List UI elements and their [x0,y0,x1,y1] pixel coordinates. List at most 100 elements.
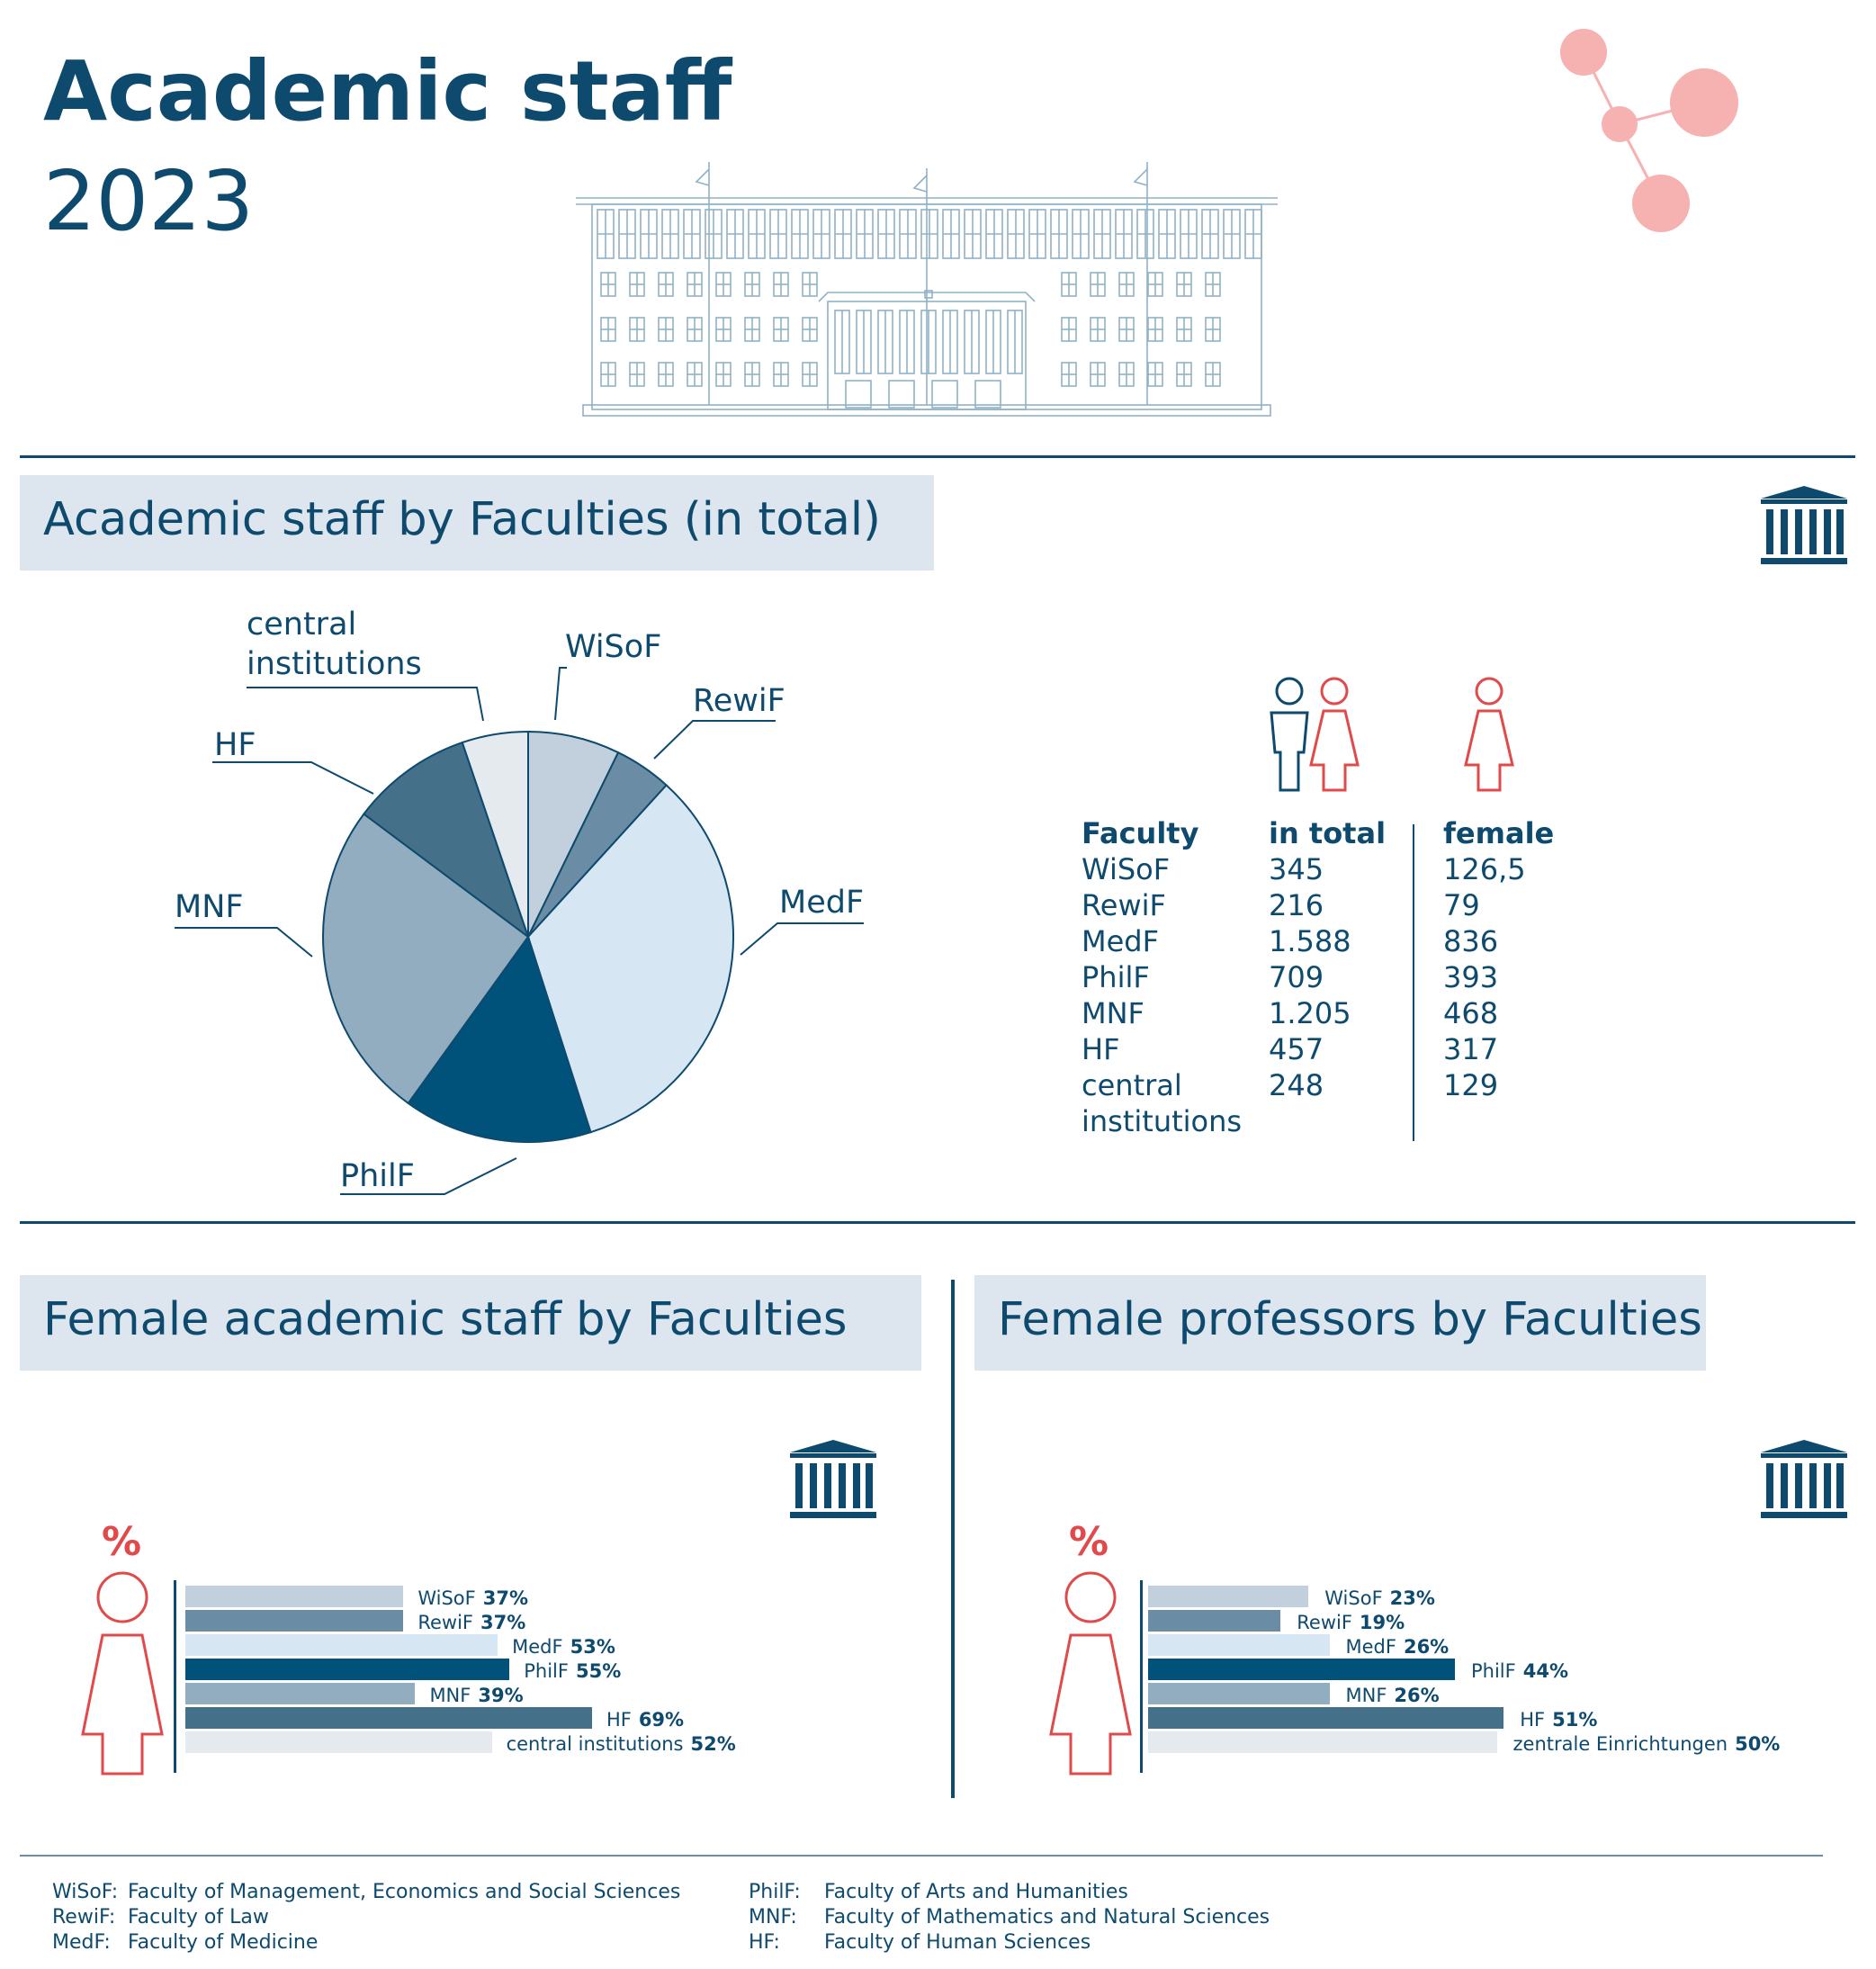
table-header: Faculty [1082,816,1199,850]
bar-medf [185,1634,498,1656]
bar-category-label: MedF [1345,1636,1396,1658]
pie-label-hf: HF [214,727,256,763]
table-cell: 393 [1443,960,1499,994]
bar-zentrale-einrichtungen [1148,1731,1497,1753]
bar-rewif [185,1610,404,1632]
bar-value-label: 50% [1735,1733,1781,1755]
bar-mnf [1148,1683,1330,1704]
table-divider [1413,824,1414,1141]
legend-right: PhilF: Faculty of Arts and Humanities MNF… [749,1880,1270,1956]
table-col-faculty: Faculty WiSoF RewiF MedF PhilF MNF HF ce… [1082,815,1261,1139]
table-cell: 129 [1443,1068,1499,1102]
bar-philf [1148,1659,1455,1680]
bar-category-label: PhilF [1471,1660,1516,1682]
legend-item: MedF: Faculty of Medicine [52,1931,319,1954]
bar-value-label: 39% [478,1685,524,1706]
bar-category-label: MedF [512,1636,563,1658]
bar-value-label: 37% [480,1612,526,1633]
bar-label: RewiF 37% [417,1612,525,1633]
bar-category-label: WiSoF [417,1587,476,1609]
table-col-female: female 126,5 79 836 393 468 317 129 [1443,815,1554,1103]
bar-category-label: central institutions [506,1733,684,1755]
bar-label: zentrale Einrichtungen 50% [1513,1733,1781,1755]
legend-item: HF: Faculty of Human Sciences [749,1931,1091,1954]
building-outline [576,162,1278,417]
pie-slice-hf [363,741,530,940]
bar-category-label: RewiF [417,1612,474,1633]
table-cell: WiSoF [1082,852,1171,886]
bar-label: MedF 26% [1346,1636,1450,1658]
bar-value-label: 26% [1394,1685,1440,1706]
bar-value-label: 44% [1522,1660,1568,1682]
pie-leader-line [740,922,864,956]
page-year: 2023 [43,153,255,249]
table-cell: MedF [1082,924,1160,958]
bar-label: WiSoF 37% [417,1587,528,1609]
female-icon [1464,677,1514,792]
table-cell: 836 [1443,924,1499,958]
pie-leader-line [247,687,484,722]
table-col-total: in total 345 216 1.588 709 1.205 457 248 [1269,815,1386,1103]
table-cell: 709 [1269,960,1324,994]
bar-category-label: RewiF [1297,1612,1352,1633]
percent-symbol: % [102,1519,142,1565]
pie-label-rewif: RewiF [693,683,785,719]
bar-label: HF 69% [606,1709,684,1731]
section-title: Female academic staff by Faculties [43,1293,848,1346]
table-cell: MNF [1082,996,1144,1030]
pie-label-central: central institutions [247,607,422,682]
page-title: Academic staff [43,43,732,139]
building-illustration [576,162,1278,417]
bar-value-label: 52% [690,1733,736,1755]
male-female-icon [1270,677,1360,792]
bar-wisof [1148,1586,1309,1607]
pie-leader-line [653,720,776,760]
female-figure-icon [81,1571,164,1776]
bar-value-label: 26% [1403,1636,1450,1658]
legend-item: PhilF: Faculty of Arts and Humanities [749,1881,1128,1903]
bar-value-label: 53% [570,1636,615,1658]
bar-label: MNF 26% [1346,1685,1440,1706]
bar-axis [1140,1580,1143,1773]
section-title: Female professors by Faculties [998,1293,1702,1346]
pie-label-philf: PhilF [340,1158,415,1194]
divider [20,1855,1823,1857]
bar-value-label: 23% [1389,1587,1435,1609]
pie-slice-philf [407,934,592,1143]
legend-item: RewiF: Faculty of Law [52,1906,269,1929]
bar-category-label: PhilF [524,1660,569,1682]
table-cell: RewiF [1082,888,1166,922]
bar-rewif [1148,1610,1281,1632]
bar-axis [174,1580,176,1773]
table-cell: 345 [1269,852,1324,886]
table-cell: 317 [1443,1032,1499,1066]
bar-category-label: MNF [1345,1685,1387,1706]
legend-item: MNF: Faculty of Mathematics and Natural S… [749,1906,1270,1929]
bar-wisof [185,1586,404,1607]
bar-label: MNF 39% [429,1685,523,1706]
bar-category-label: MNF [429,1685,471,1706]
bar-mnf [185,1683,416,1704]
pie-leader-line [554,667,567,721]
table-cell: 468 [1443,996,1499,1030]
pie-label-wisof: WiSoF [565,629,662,665]
bar-value-label: 19% [1359,1612,1405,1633]
bar-label: WiSoF 23% [1324,1587,1435,1609]
institution-icon [1761,486,1847,564]
bar-hf [185,1707,592,1729]
pie-chart [175,667,864,1195]
table-cell: PhilF [1082,960,1150,994]
institution-icon [1761,1440,1847,1518]
female-figure-icon [1049,1571,1132,1776]
pie-slice-wisof [527,730,620,938]
section-header-female-staff: Female academic staff by Faculties [20,1275,921,1371]
bar-label: RewiF 19% [1297,1612,1405,1633]
bar-label: HF 51% [1520,1709,1597,1731]
table-header: in total [1269,816,1387,850]
bar-value-label: 55% [575,1660,622,1682]
column-divider [951,1280,955,1798]
table-cell: 216 [1269,888,1324,922]
table-cell: 126,5 [1443,852,1526,886]
pie-label-mnf: MNF [175,889,244,925]
bar-value-label: 69% [638,1709,685,1731]
